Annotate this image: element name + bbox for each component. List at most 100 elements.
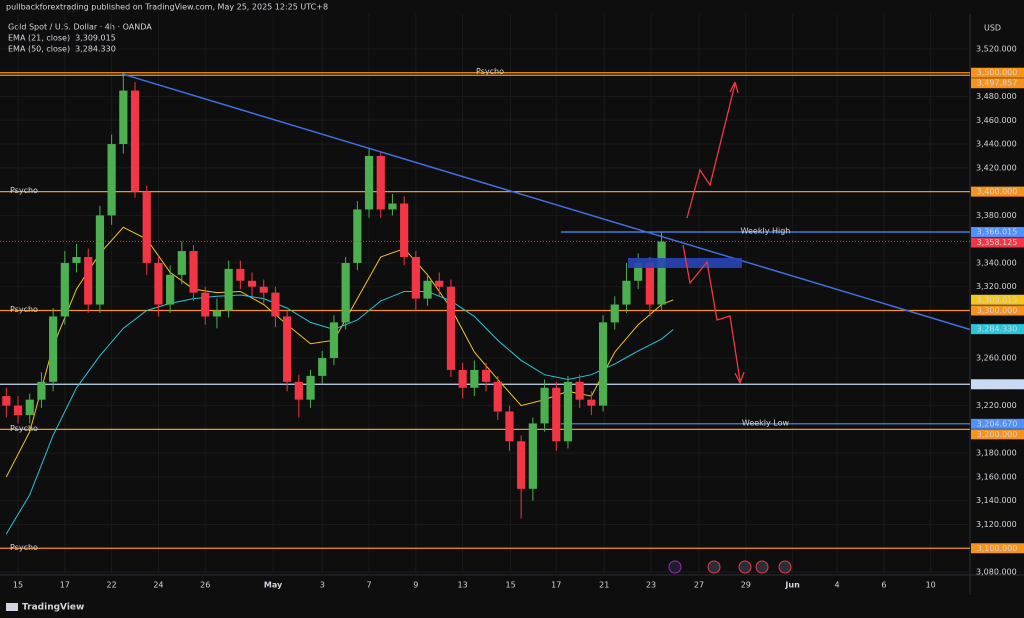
candle-body [166, 274, 175, 305]
candle-body [306, 375, 315, 400]
candle-body [201, 292, 210, 317]
y-tick-label: 3,440.000 [976, 140, 1017, 149]
event-icon[interactable] [668, 560, 682, 574]
y-tick-label: 3,180.000 [976, 449, 1017, 458]
price-box-label: 3,204.670 [977, 419, 1018, 428]
candle-body [130, 90, 140, 192]
candle-body [13, 405, 23, 416]
event-icon[interactable] [738, 560, 752, 574]
x-tick-label: 17 [551, 581, 561, 590]
logo [6, 603, 18, 611]
x-tick-label: 15 [506, 581, 516, 590]
candle-body [634, 262, 643, 281]
candle-body [318, 358, 327, 376]
candle-body [505, 411, 514, 442]
candle-body [2, 396, 11, 406]
y-tick-label: 3,120.000 [976, 520, 1017, 529]
y-axis-title: USD [984, 24, 1001, 33]
price-box [971, 418, 1024, 429]
price-box-label: 3,358.125 [977, 238, 1018, 247]
candle-body [84, 256, 93, 305]
event-icon[interactable] [707, 560, 721, 574]
level-name: Psycho [10, 424, 38, 433]
projection-down [682, 244, 741, 382]
y-tick-label: 3,160.000 [976, 472, 1017, 481]
candle-body [645, 262, 654, 305]
candle-body [37, 381, 46, 400]
attribution: pullbackforextrading published on Tradin… [6, 3, 328, 12]
candle-body [294, 381, 303, 400]
price-box-label: 3,100.000 [977, 544, 1018, 553]
price-box [971, 379, 1024, 390]
candle-body [575, 381, 584, 400]
y-tick-label: 3,220.000 [976, 401, 1017, 410]
candle-body [247, 280, 257, 287]
x-tick-label: 21 [599, 581, 609, 590]
y-tick-label: 3,340.000 [976, 258, 1017, 267]
candle-body [107, 144, 116, 216]
x-tick-label: Jun [784, 581, 800, 590]
candle-body [587, 399, 596, 406]
price-box [971, 78, 1024, 89]
price-box-label: 3,309.015 [977, 295, 1018, 304]
candle-body [598, 322, 608, 406]
candle-body [423, 280, 432, 299]
candle-body [224, 268, 233, 311]
candle-body [189, 251, 198, 293]
candle-body [212, 310, 222, 317]
candle-body [353, 209, 362, 263]
level-name: Psycho [476, 67, 504, 76]
y-tick-label: 3,420.000 [976, 163, 1017, 172]
y-tick-label: 3,380.000 [976, 211, 1017, 220]
projection-up [686, 83, 736, 219]
y-tick-label: 3,140.000 [976, 496, 1017, 505]
candle-body [411, 256, 420, 299]
x-tick-label: 23 [646, 581, 656, 590]
price-box [971, 305, 1024, 316]
candle-body [154, 262, 163, 305]
level-name: Psycho [10, 543, 38, 552]
candle-body [388, 203, 397, 210]
candle-body [364, 155, 374, 210]
candle-body [481, 369, 491, 382]
ema-line [5, 226, 674, 478]
candle-body [446, 286, 456, 370]
price-box [971, 237, 1024, 248]
candle-body [400, 203, 409, 257]
candle-body [25, 399, 34, 416]
price-box-label: 3,300.000 [977, 306, 1018, 315]
brand: TradingView [22, 603, 84, 613]
event-icon[interactable] [755, 560, 769, 574]
arrow-head [729, 81, 739, 94]
candle-body [540, 387, 549, 424]
candle-body [552, 387, 561, 442]
price-box-label: 3,400.000 [977, 187, 1018, 196]
price-box-label: 3,497.857 [977, 79, 1018, 88]
candle-body [283, 316, 292, 382]
candle-body [95, 215, 105, 305]
candle-body [329, 322, 339, 359]
price-box [971, 186, 1024, 197]
price-box [971, 294, 1024, 305]
candle-body [60, 262, 69, 317]
price-box-label: 3,237.930 [977, 380, 1018, 389]
chart-title: Gold Spot / U.S. Dollar · 4h · OANDA [8, 23, 152, 32]
x-tick-label: 29 [741, 581, 751, 590]
price-box-label: 3,366.015 [977, 228, 1018, 237]
x-tick-label: 13 [458, 581, 468, 590]
candle-body [236, 268, 245, 281]
level-name: Weekly Low [742, 418, 790, 427]
candle-body [271, 292, 280, 317]
demand-zone [628, 258, 742, 268]
x-tick-label: 22 [107, 581, 117, 590]
price-box-label: 3,200.000 [977, 430, 1018, 439]
candle-body [610, 304, 619, 323]
legend-name: EMA (21, close) [8, 34, 70, 43]
y-tick-label: 3,520.000 [976, 44, 1017, 53]
x-tick-label: 7 [366, 581, 371, 590]
price-box [971, 67, 1024, 78]
event-icon[interactable] [778, 560, 792, 574]
x-tick-label: 15 [13, 581, 23, 590]
candle-body [376, 155, 385, 210]
